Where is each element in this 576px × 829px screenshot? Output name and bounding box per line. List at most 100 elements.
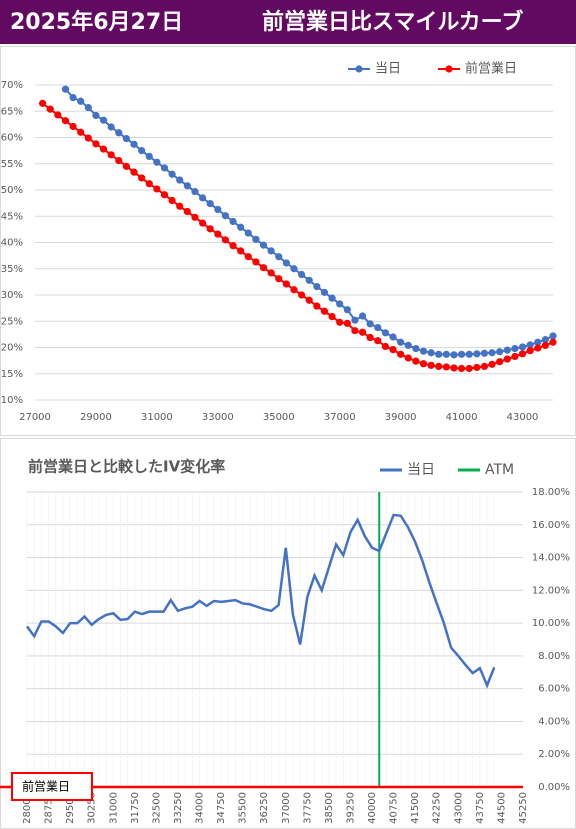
header-date: 2025年6月27日	[10, 9, 183, 35]
marker	[61, 85, 70, 93]
x-tick-label: 37750	[302, 792, 313, 824]
marker	[138, 174, 146, 182]
marker	[427, 361, 435, 369]
marker	[480, 349, 489, 357]
x-tick-label: 27000	[19, 412, 51, 423]
marker	[503, 355, 511, 363]
y-tick-label: 55%	[1, 159, 23, 170]
marker	[389, 346, 397, 354]
marker	[457, 350, 466, 358]
legend-label: 当日	[407, 462, 435, 478]
marker	[419, 360, 428, 368]
reference-box	[11, 772, 93, 801]
y-tick-label: 40%	[1, 238, 23, 249]
marker	[419, 347, 428, 355]
x-tick-label: 34750	[216, 792, 227, 824]
marker	[488, 349, 496, 357]
y-tick-label: 12.00%	[532, 585, 570, 596]
marker	[115, 157, 123, 165]
marker	[282, 280, 290, 288]
smile-chart: 10% 15% 20% 25% 30% 35% 40% 45% 50% 55% 60% 65% 70% 2…	[1, 61, 557, 423]
marker	[69, 94, 77, 102]
legend-marker	[445, 65, 453, 73]
marker	[518, 350, 527, 358]
x-tick-label: 28750	[44, 792, 55, 824]
marker	[130, 140, 138, 148]
marker	[336, 300, 344, 308]
x-tick-label: 35500	[238, 792, 249, 824]
marker	[198, 194, 207, 202]
x-tick-label: 37000	[324, 412, 356, 423]
x-tick-label: 42250	[432, 792, 443, 824]
x-tick-label: 34000	[195, 792, 206, 824]
y-tick-label: 14.00%	[532, 553, 570, 564]
marker	[69, 122, 77, 131]
marker	[480, 362, 489, 370]
series-line	[25, 513, 496, 689]
marker	[221, 212, 230, 220]
marker	[99, 145, 108, 153]
marker	[496, 348, 504, 356]
marker	[397, 338, 405, 346]
marker	[389, 333, 397, 341]
marker	[320, 307, 329, 315]
legend-label: 当日	[375, 62, 401, 77]
marker	[457, 364, 466, 373]
marker	[290, 286, 298, 294]
marker	[435, 362, 443, 370]
marker	[115, 129, 123, 137]
marker	[176, 202, 184, 210]
marker	[92, 140, 100, 148]
x-tick-label: 36250	[259, 792, 270, 824]
marker	[282, 259, 290, 267]
header-title: 前営業日比スマイルカーブ	[262, 9, 523, 35]
y-tick-label: 10.00%	[532, 618, 570, 629]
marker	[244, 229, 252, 237]
marker	[435, 350, 443, 358]
marker	[46, 105, 54, 113]
marker	[275, 275, 283, 283]
x-tick-label: 43000	[507, 412, 539, 423]
reference-label: 前営業日	[22, 779, 70, 794]
y-tick-label: 0.00%	[538, 782, 570, 793]
panel-2	[0, 438, 576, 829]
y-tick-label: 65%	[1, 106, 23, 117]
marker	[473, 363, 481, 372]
marker	[122, 134, 131, 143]
marker	[259, 264, 268, 272]
x-tick-label: 33000	[202, 412, 234, 423]
x-tick-label: 45250	[518, 792, 529, 824]
x-tick-label: 30250	[87, 792, 98, 824]
marker	[351, 327, 359, 335]
y-tick-label: 50%	[1, 185, 23, 196]
marker	[442, 363, 450, 371]
marker	[320, 288, 329, 296]
marker	[259, 241, 268, 249]
y-tick-label: 70%	[1, 80, 23, 91]
marker	[518, 343, 527, 351]
marker	[160, 164, 169, 172]
marker	[328, 312, 336, 321]
y-tick-label: 18.00%	[532, 487, 570, 498]
iv-change-chart: 前営業日と比較したIV変化率 0.00% 2.00% 4.00% 6.00% 8.00%…	[0, 458, 570, 824]
marker	[252, 235, 260, 243]
marker	[541, 336, 549, 344]
marker	[374, 323, 382, 332]
marker	[313, 283, 321, 291]
x-tick-label: 43750	[475, 792, 486, 824]
marker	[138, 147, 146, 155]
marker	[534, 344, 542, 352]
marker	[534, 338, 542, 346]
marker	[145, 152, 153, 160]
y-tick-label: 10%	[1, 395, 23, 406]
marker	[54, 111, 62, 119]
x-tick-label: 40000	[367, 792, 378, 824]
y-tick-label: 6.00%	[538, 684, 570, 695]
marker	[237, 247, 245, 255]
x-tick-label: 37000	[281, 792, 292, 824]
marker	[397, 350, 405, 358]
y-tick-label: 30%	[1, 290, 23, 301]
marker	[450, 351, 458, 359]
x-tick-label: 44500	[496, 792, 507, 824]
